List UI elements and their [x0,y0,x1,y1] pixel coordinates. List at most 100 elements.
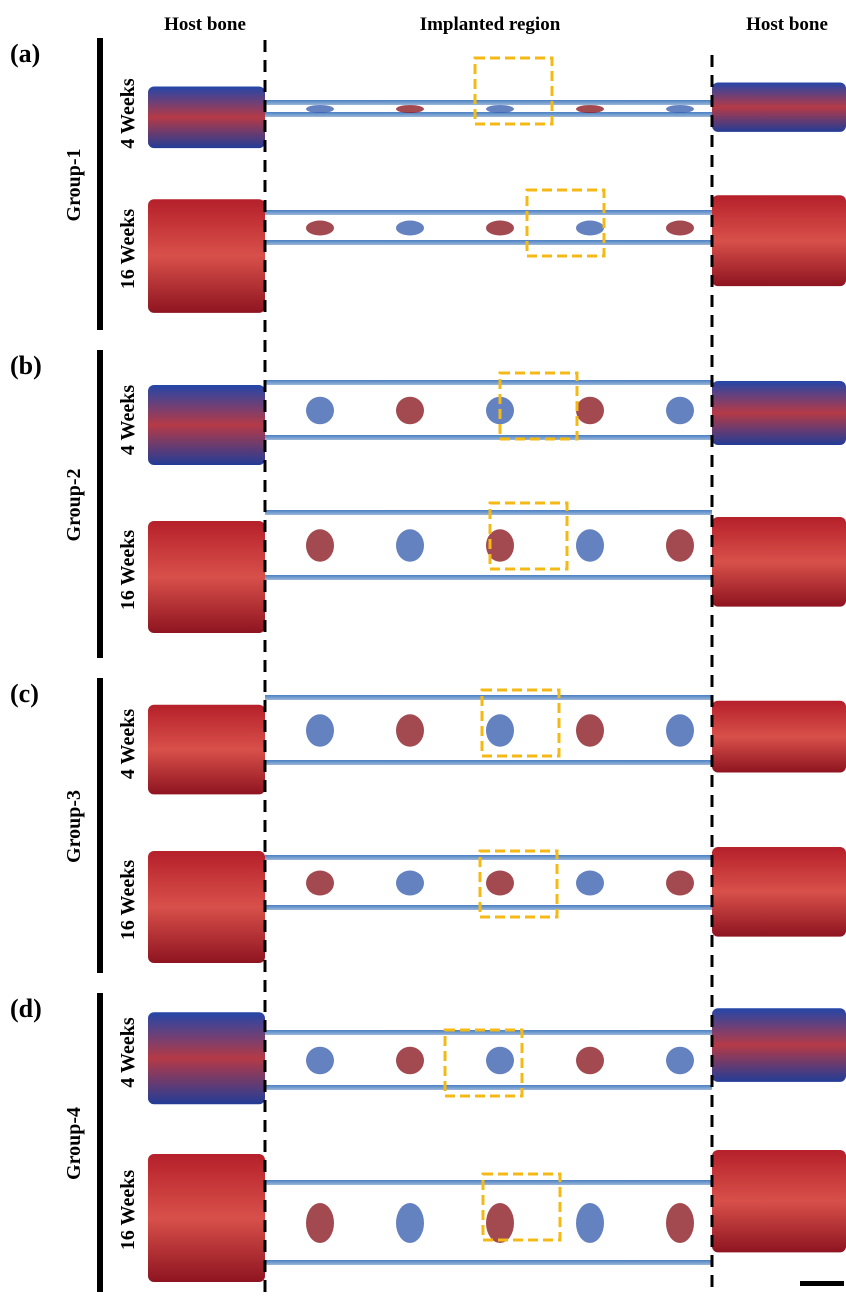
implant-top [265,855,712,860]
group-bar [97,678,103,973]
tissue-island [576,870,604,896]
tissue-island [396,714,424,747]
group-label: Group-3 [63,790,85,863]
roi-box [525,188,606,258]
host-bone [148,851,265,963]
tissue-island [576,529,604,562]
column-header: Implanted region [420,14,561,35]
column-header: Host bone [164,14,246,35]
host-bone [712,847,846,937]
row-label: 4 Weeks [117,709,139,779]
panel-label: (a) [10,39,40,68]
tissue-island [306,870,334,896]
tissue-island [396,105,424,113]
tissue-island [486,1046,514,1075]
implant-bottom [265,112,712,117]
row-label: 16 Weeks [117,530,139,610]
roi-box [473,56,554,126]
tissue-island [576,714,604,747]
tissue-island [396,396,424,425]
implant-top [265,1180,712,1185]
tissue-island [576,105,604,113]
tissue-island [576,396,604,425]
roi-box [443,1028,524,1098]
tissue-island [486,529,514,562]
tissue-island [666,105,694,113]
roi-box [498,371,579,441]
roi-box [478,849,559,919]
implant-bottom [265,1085,712,1090]
row-label: 4 Weeks [117,1017,139,1087]
tissue-island [486,714,514,747]
host-bone [148,86,265,149]
tissue-island [576,220,604,236]
row-label: 4 Weeks [117,385,139,455]
group-label: Group-2 [63,469,85,542]
tissue-island [486,1203,514,1243]
tissue-island [666,870,694,896]
host-bone [712,1150,846,1253]
roi-box [481,1172,562,1242]
implant-top [265,695,712,700]
tissue-island [486,220,514,236]
host-bone [712,1008,846,1082]
host-bone [148,1154,265,1282]
implant-bottom [265,240,712,245]
host-bone [148,199,265,313]
tissue-island [396,220,424,236]
column-header: Host bone [746,14,828,35]
roi-box [480,688,561,758]
host-bone [148,1012,265,1105]
tissue-island [306,220,334,236]
tissue-island [306,1203,334,1243]
tissue-island [486,105,514,113]
group-bar [97,993,103,1292]
panel-label: (b) [10,351,42,380]
host-bone [712,195,846,287]
host-bone [712,517,846,607]
scale-bar [800,1281,844,1286]
implant-top [265,1030,712,1035]
tissue-island [306,396,334,425]
host-bone [712,82,846,132]
tissue-island [666,220,694,236]
implant-bottom [265,905,712,910]
implant-bottom [265,760,712,765]
group-bar [97,350,103,658]
roi-box [488,501,569,571]
labels: Host bone Implanted region Host bone (a)… [10,14,828,1292]
tissue-island [306,105,334,113]
implant-top [265,210,712,215]
group-label: Group-4 [63,1107,85,1180]
tissue-island [306,1046,334,1075]
group-label: Group-1 [63,149,85,222]
tissue-island [666,1203,694,1243]
implant-top [265,380,712,385]
tissue-island [666,529,694,562]
tissue-island [396,529,424,562]
panel-label: (c) [10,679,39,708]
tissue-island [576,1046,604,1075]
implant-bottom [265,435,712,440]
tissue-island [666,396,694,425]
tissue-island [306,529,334,562]
host-bone [148,385,265,465]
row-label: 4 Weeks [117,78,139,148]
implant-bottom [265,1260,712,1265]
histology-images [148,56,846,1282]
tissue-island [396,1046,424,1075]
tissue-island [666,714,694,747]
host-bone [148,704,265,795]
host-bone [712,700,846,773]
tissue-island [396,1203,424,1243]
tissue-island [666,1046,694,1075]
tissue-island [396,870,424,896]
group-bar [97,38,103,330]
row-label: 16 Weeks [117,209,139,289]
tissue-island [306,714,334,747]
host-bone [712,381,846,445]
tissue-island [486,870,514,896]
row-label: 16 Weeks [117,1170,139,1250]
implant-bottom [265,575,712,580]
